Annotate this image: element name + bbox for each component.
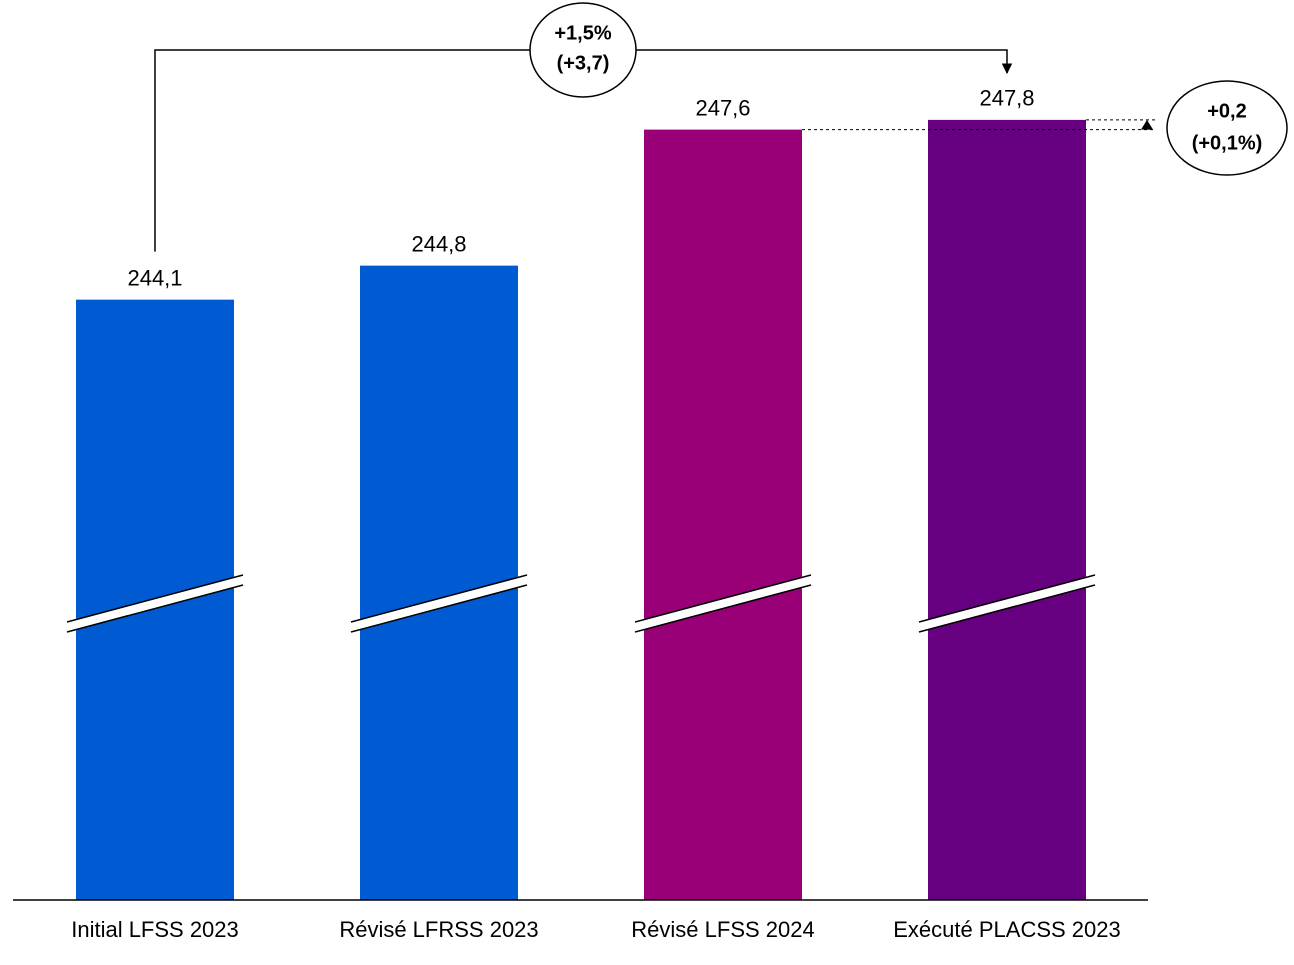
x-tick-label: Initial LFSS 2023 [71,917,239,942]
arrow-head [1141,119,1153,130]
annotation-bubble [529,2,637,98]
axis-break [350,574,528,623]
axis-break [66,574,244,623]
value-label: 244,8 [411,231,466,256]
axis-break-gap [351,575,527,632]
axis-break [634,574,812,623]
axis-break [634,584,812,633]
bar [644,129,802,901]
bar [928,119,1086,901]
annotation-text: (+0,1%) [1192,132,1263,154]
axis-break-gap [67,575,243,632]
value-label: 247,6 [695,95,750,120]
axis-break [918,584,1096,633]
x-tick-label: Révisé LFRSS 2023 [339,917,538,942]
axis-break-gap [635,575,811,632]
value-label: 244,1 [127,265,182,290]
axis-break [350,584,528,633]
x-tick-label: Révisé LFSS 2024 [631,917,814,942]
annotation-bubble [1166,80,1288,176]
annotation-text: +1,5% [554,22,611,44]
annotation-text: (+3,7) [557,52,610,74]
x-tick-label: Exécuté PLACSS 2023 [893,917,1120,942]
axis-break [66,584,244,633]
value-label: 247,8 [979,86,1034,111]
axis-break [918,574,1096,623]
axis-break-gap [919,575,1095,632]
bar [360,265,518,901]
annotation-text: +0,2 [1207,100,1246,122]
